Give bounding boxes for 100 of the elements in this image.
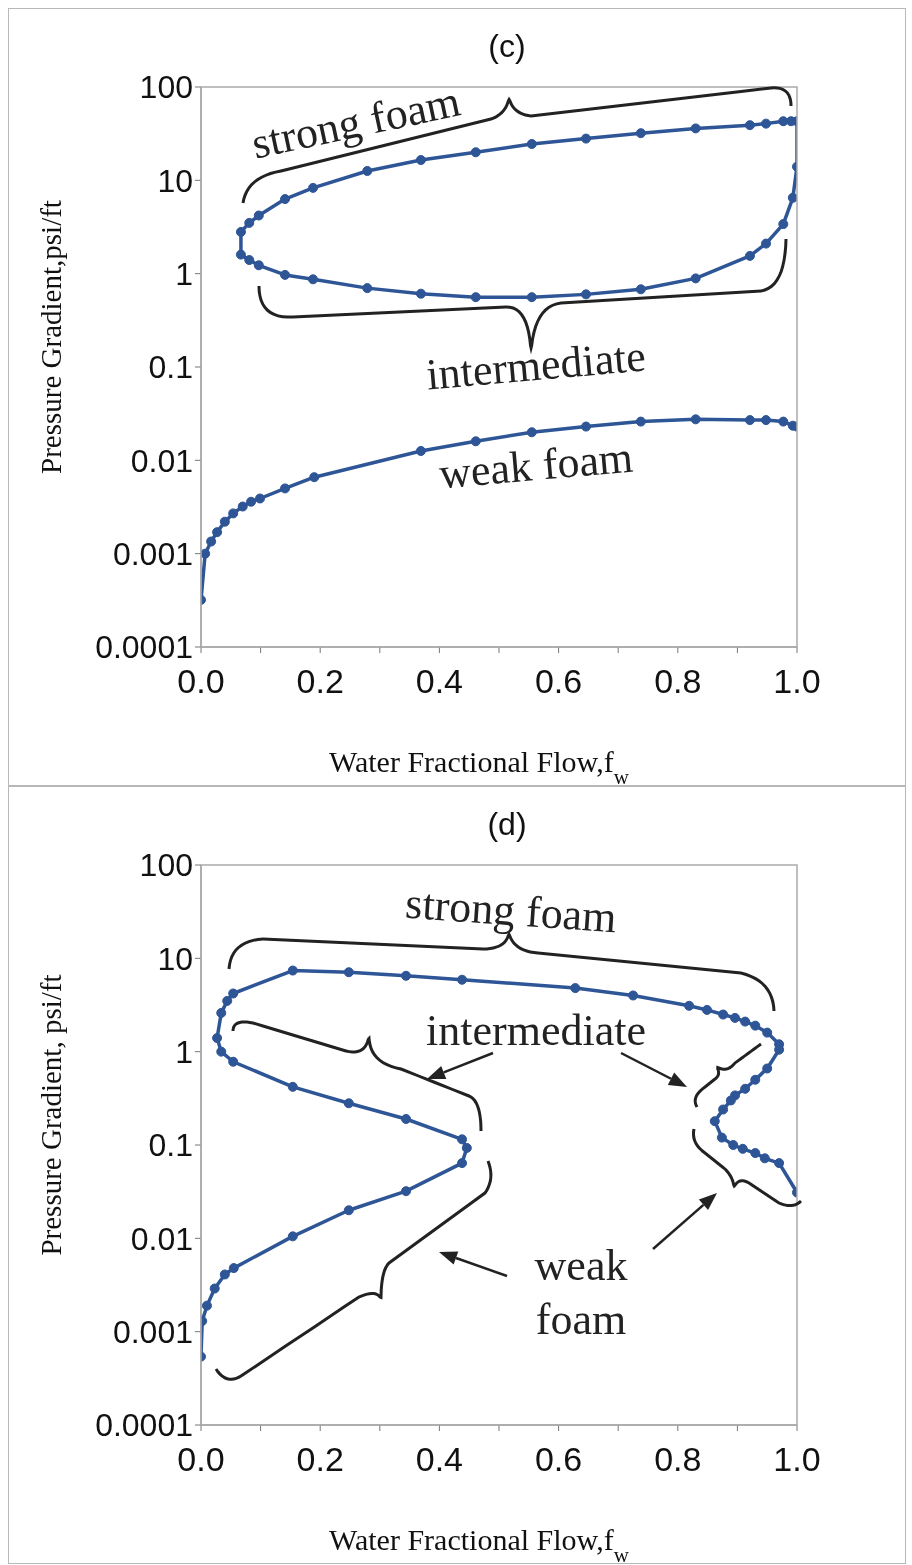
point xyxy=(201,1300,212,1311)
point xyxy=(744,415,755,426)
point xyxy=(750,1020,761,1031)
point xyxy=(690,273,701,284)
point xyxy=(209,1283,220,1294)
point xyxy=(778,116,789,127)
point xyxy=(761,118,772,129)
x-tick-label: 0.6 xyxy=(534,1440,583,1479)
annotation: weak foam xyxy=(534,1241,628,1344)
point xyxy=(237,501,248,512)
point xyxy=(362,283,373,294)
point xyxy=(228,1263,239,1274)
y-tick-label: 10 xyxy=(157,162,193,199)
point xyxy=(287,1081,298,1092)
x-tick-label: 0.2 xyxy=(296,662,344,701)
point xyxy=(581,289,592,300)
point xyxy=(244,255,255,266)
point xyxy=(246,496,257,507)
x-tick-label: 0.8 xyxy=(654,1440,702,1479)
point xyxy=(470,292,481,303)
x-tick-label: 1.0 xyxy=(773,1440,821,1479)
point xyxy=(235,249,246,260)
point xyxy=(744,250,755,261)
point xyxy=(212,1033,223,1044)
point xyxy=(253,210,264,221)
point xyxy=(457,1158,468,1169)
point xyxy=(206,536,217,547)
x-tick-label: 0.6 xyxy=(534,662,583,701)
point xyxy=(759,1153,770,1164)
point xyxy=(526,139,537,150)
y-tick-label: 1 xyxy=(175,256,193,293)
point xyxy=(725,1095,736,1106)
point xyxy=(219,516,230,527)
point xyxy=(201,548,211,559)
point xyxy=(255,493,265,504)
y-tick-label: 0.1 xyxy=(148,1127,193,1164)
annotation: strong foam xyxy=(247,76,465,169)
point xyxy=(235,226,246,237)
point xyxy=(718,1104,729,1115)
chart-title: (d) xyxy=(487,806,527,842)
y-tick-label: 0.001 xyxy=(112,1314,193,1351)
point xyxy=(253,260,264,271)
annotation: intermediate xyxy=(424,331,648,400)
point xyxy=(702,1004,712,1015)
x-tick-label: 1.0 xyxy=(773,662,821,701)
point xyxy=(570,983,581,994)
chart-title: (c) xyxy=(488,28,526,64)
point xyxy=(581,421,592,432)
point xyxy=(470,436,481,447)
x-tick-label: 0.4 xyxy=(415,662,464,701)
point xyxy=(635,284,646,295)
point xyxy=(415,445,426,456)
point xyxy=(526,292,537,303)
point xyxy=(280,269,291,280)
point xyxy=(401,970,412,981)
point xyxy=(216,1046,227,1057)
point xyxy=(690,123,701,134)
point xyxy=(716,1132,727,1143)
point xyxy=(287,965,298,976)
point xyxy=(774,1158,785,1169)
point xyxy=(309,472,320,483)
point xyxy=(244,217,255,228)
point xyxy=(212,527,223,538)
y-tick-label: 0.01 xyxy=(130,1220,193,1257)
point xyxy=(628,990,639,1001)
point xyxy=(635,416,646,427)
y-tick-label: 10 xyxy=(157,940,193,977)
y-axis-title: Pressure Gradient, psi/ft xyxy=(35,974,67,1256)
point xyxy=(581,133,592,144)
x-tick-label: 0.2 xyxy=(296,1440,344,1479)
point xyxy=(718,1009,729,1020)
point xyxy=(526,427,537,438)
point xyxy=(684,1000,695,1011)
y-tick-label: 0.001 xyxy=(112,536,193,573)
point xyxy=(761,238,772,249)
y-tick-label: 0.01 xyxy=(130,442,193,479)
point xyxy=(457,1134,468,1145)
point xyxy=(415,155,426,166)
point xyxy=(228,508,239,519)
point xyxy=(287,1231,298,1242)
point xyxy=(728,1140,739,1150)
y-tick-label: 0.1 xyxy=(148,349,193,386)
point xyxy=(343,1205,354,1216)
point xyxy=(401,1113,412,1124)
point xyxy=(740,1083,751,1094)
point xyxy=(415,288,426,299)
annotation: weak foam xyxy=(437,432,635,499)
point xyxy=(216,1007,227,1018)
point xyxy=(635,128,646,139)
x-axis-title: Water Fractional Flow,f$_{w}$ xyxy=(329,1523,630,1565)
annotation: intermediate xyxy=(426,1006,646,1055)
point xyxy=(343,1098,354,1109)
point xyxy=(401,1186,412,1197)
y-tick-label: 100 xyxy=(139,69,193,106)
point xyxy=(228,1056,239,1067)
point xyxy=(308,182,319,193)
point xyxy=(280,194,291,205)
point xyxy=(730,1012,741,1023)
point xyxy=(740,1016,751,1027)
point xyxy=(761,415,772,426)
